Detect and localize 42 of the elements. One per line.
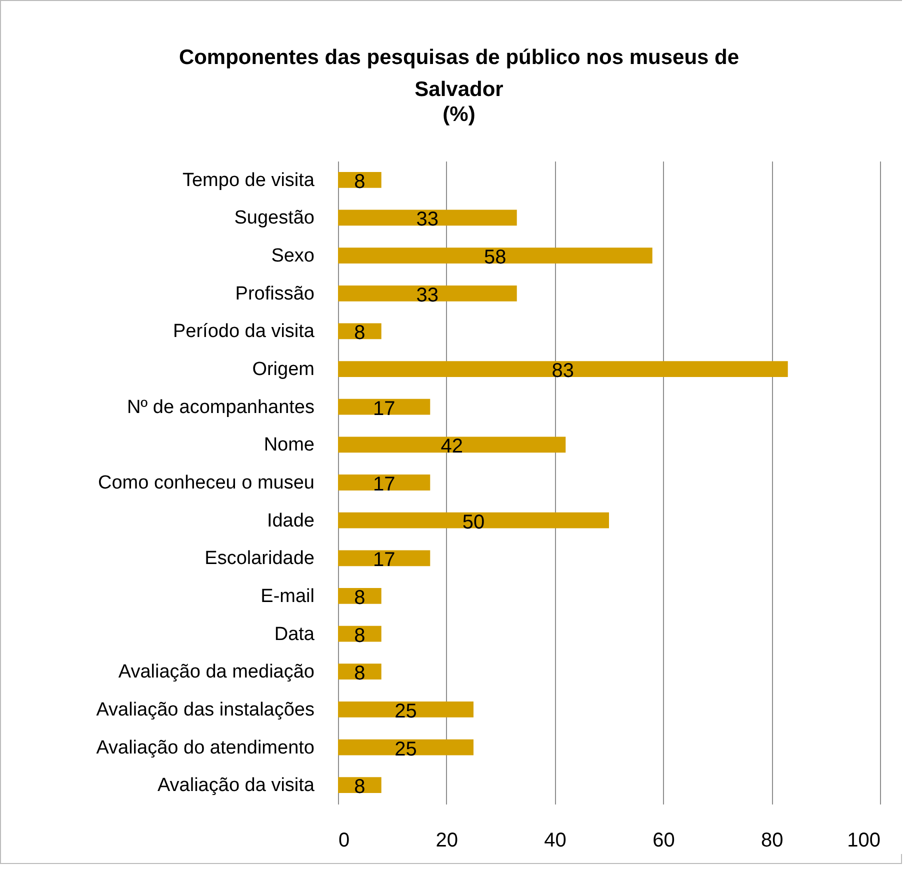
y-tick-label: E-mail [260,586,314,607]
data-label: 17 [372,474,396,496]
chart-subtitle: (%) [442,103,476,126]
data-label: 58 [484,246,506,269]
data-label: 8 [354,322,366,344]
y-tick-label: Sexo [271,246,314,267]
y-tick-label: Sugestão [234,208,314,229]
data-label: 17 [372,398,396,420]
data-label: 8 [354,776,366,798]
y-tick-label: Avaliação das instalações [96,699,314,720]
y-tick-label: Período da visita [172,321,315,342]
chart-title: Componentes das pesquisas de público nos museus de Salvador [178,46,740,101]
x-tick-label: 60 [652,830,675,852]
data-label: 8 [354,662,366,685]
y-tick-label: Tempo de visita [182,170,315,191]
y-tick-label: Data [274,624,315,645]
y-tick-label: Nome [264,434,314,456]
y-tick-label: Avaliação da visita [157,775,315,796]
data-label: 33 [416,208,439,231]
y-tick-label: Profissão [235,283,314,304]
data-label: 33 [416,284,439,306]
y-tick-label: Origem [252,359,314,380]
data-label: 25 [394,700,417,722]
data-label: 8 [354,624,366,647]
y-tick-label: Nº de acompanhantes [126,396,314,418]
y-tick-label: Avaliação do atendimento [96,737,314,758]
y-tick-label: Avaliação da mediação [118,662,314,683]
y-tick-label: Como conheceu o museu [98,472,314,494]
data-label: 8 [354,170,366,193]
x-tick-label: 80 [760,830,784,852]
data-label: 17 [372,549,396,572]
data-label: 83 [552,360,574,382]
x-tick-label: 20 [436,830,458,852]
data-label: 8 [354,586,366,609]
data-label: 25 [394,738,417,760]
y-tick-label: Idade [266,510,314,532]
x-tick-label: 40 [544,830,566,852]
data-label: 50 [462,511,485,534]
x-tick-label: 0 [338,830,350,852]
y-tick-label: Escolaridade [204,548,314,570]
x-tick-label: 100 [847,830,880,852]
data-label: 42 [440,436,463,458]
